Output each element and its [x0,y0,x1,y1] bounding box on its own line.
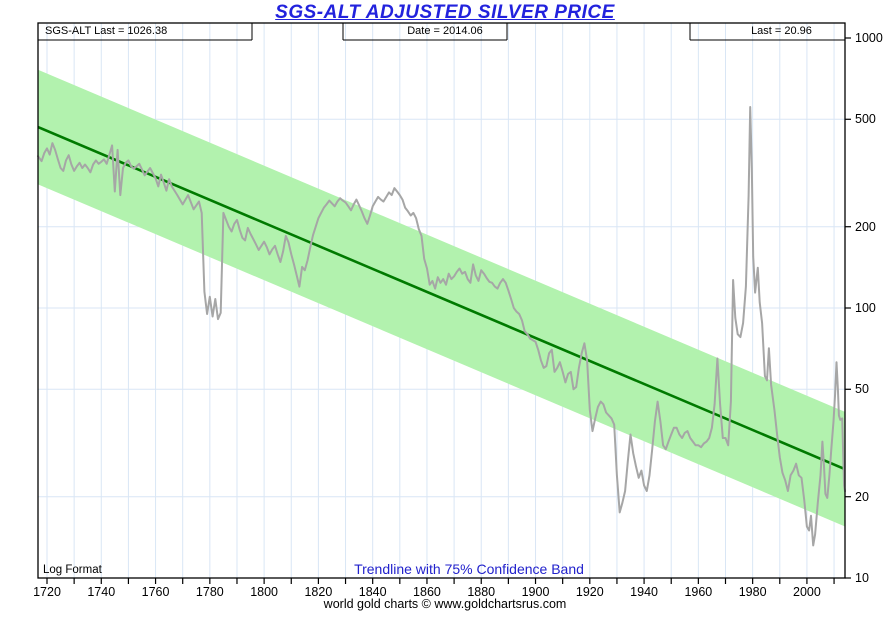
x-axis-label: 1960 [684,585,713,599]
x-axis-label: 1740 [87,585,116,599]
price-line [37,106,846,547]
footer-credit: world gold charts © www.goldchartsrus.co… [323,597,567,611]
x-axis-label: 1760 [141,585,170,599]
y-axis-label: 50 [855,382,869,397]
x-axis-label: 1880 [467,585,496,599]
stat-sgs-alt-last: SGS-ALT Last = 1026.38 [45,25,168,37]
stat-date: Date = 2014.06 [407,25,483,37]
x-axis-label: 1920 [575,585,604,599]
x-axis-label: 1900 [521,585,550,599]
x-axis-label: 1800 [250,585,279,599]
log-format-label: Log Format [43,564,102,576]
x-axis-label: 2000 [793,585,821,599]
plot-frame [37,22,846,579]
x-axis-label: 1820 [304,585,333,599]
y-axis-label: 500 [855,112,876,127]
x-axis-label: 1720 [33,585,61,599]
x-axis-label: 1860 [413,585,441,599]
x-axis-label: 1980 [738,585,767,599]
legend-label: Trendline with 75% Confidence Band [354,561,584,577]
y-axis-label: 100 [855,301,876,315]
x-axis-label: 1840 [358,585,387,599]
x-axis-label: 1940 [630,585,658,599]
y-axis-label: 20 [855,489,869,504]
y-axis-label: 1000 [855,31,883,45]
stat-last-price: Last = 20.96 [751,25,812,37]
chart-title: SGS-ALT ADJUSTED SILVER PRICE [275,2,615,23]
y-axis-label: 10 [855,571,869,585]
y-axis-label: 200 [855,219,876,234]
x-axis-label: 1780 [195,585,224,599]
trendline [37,125,846,471]
